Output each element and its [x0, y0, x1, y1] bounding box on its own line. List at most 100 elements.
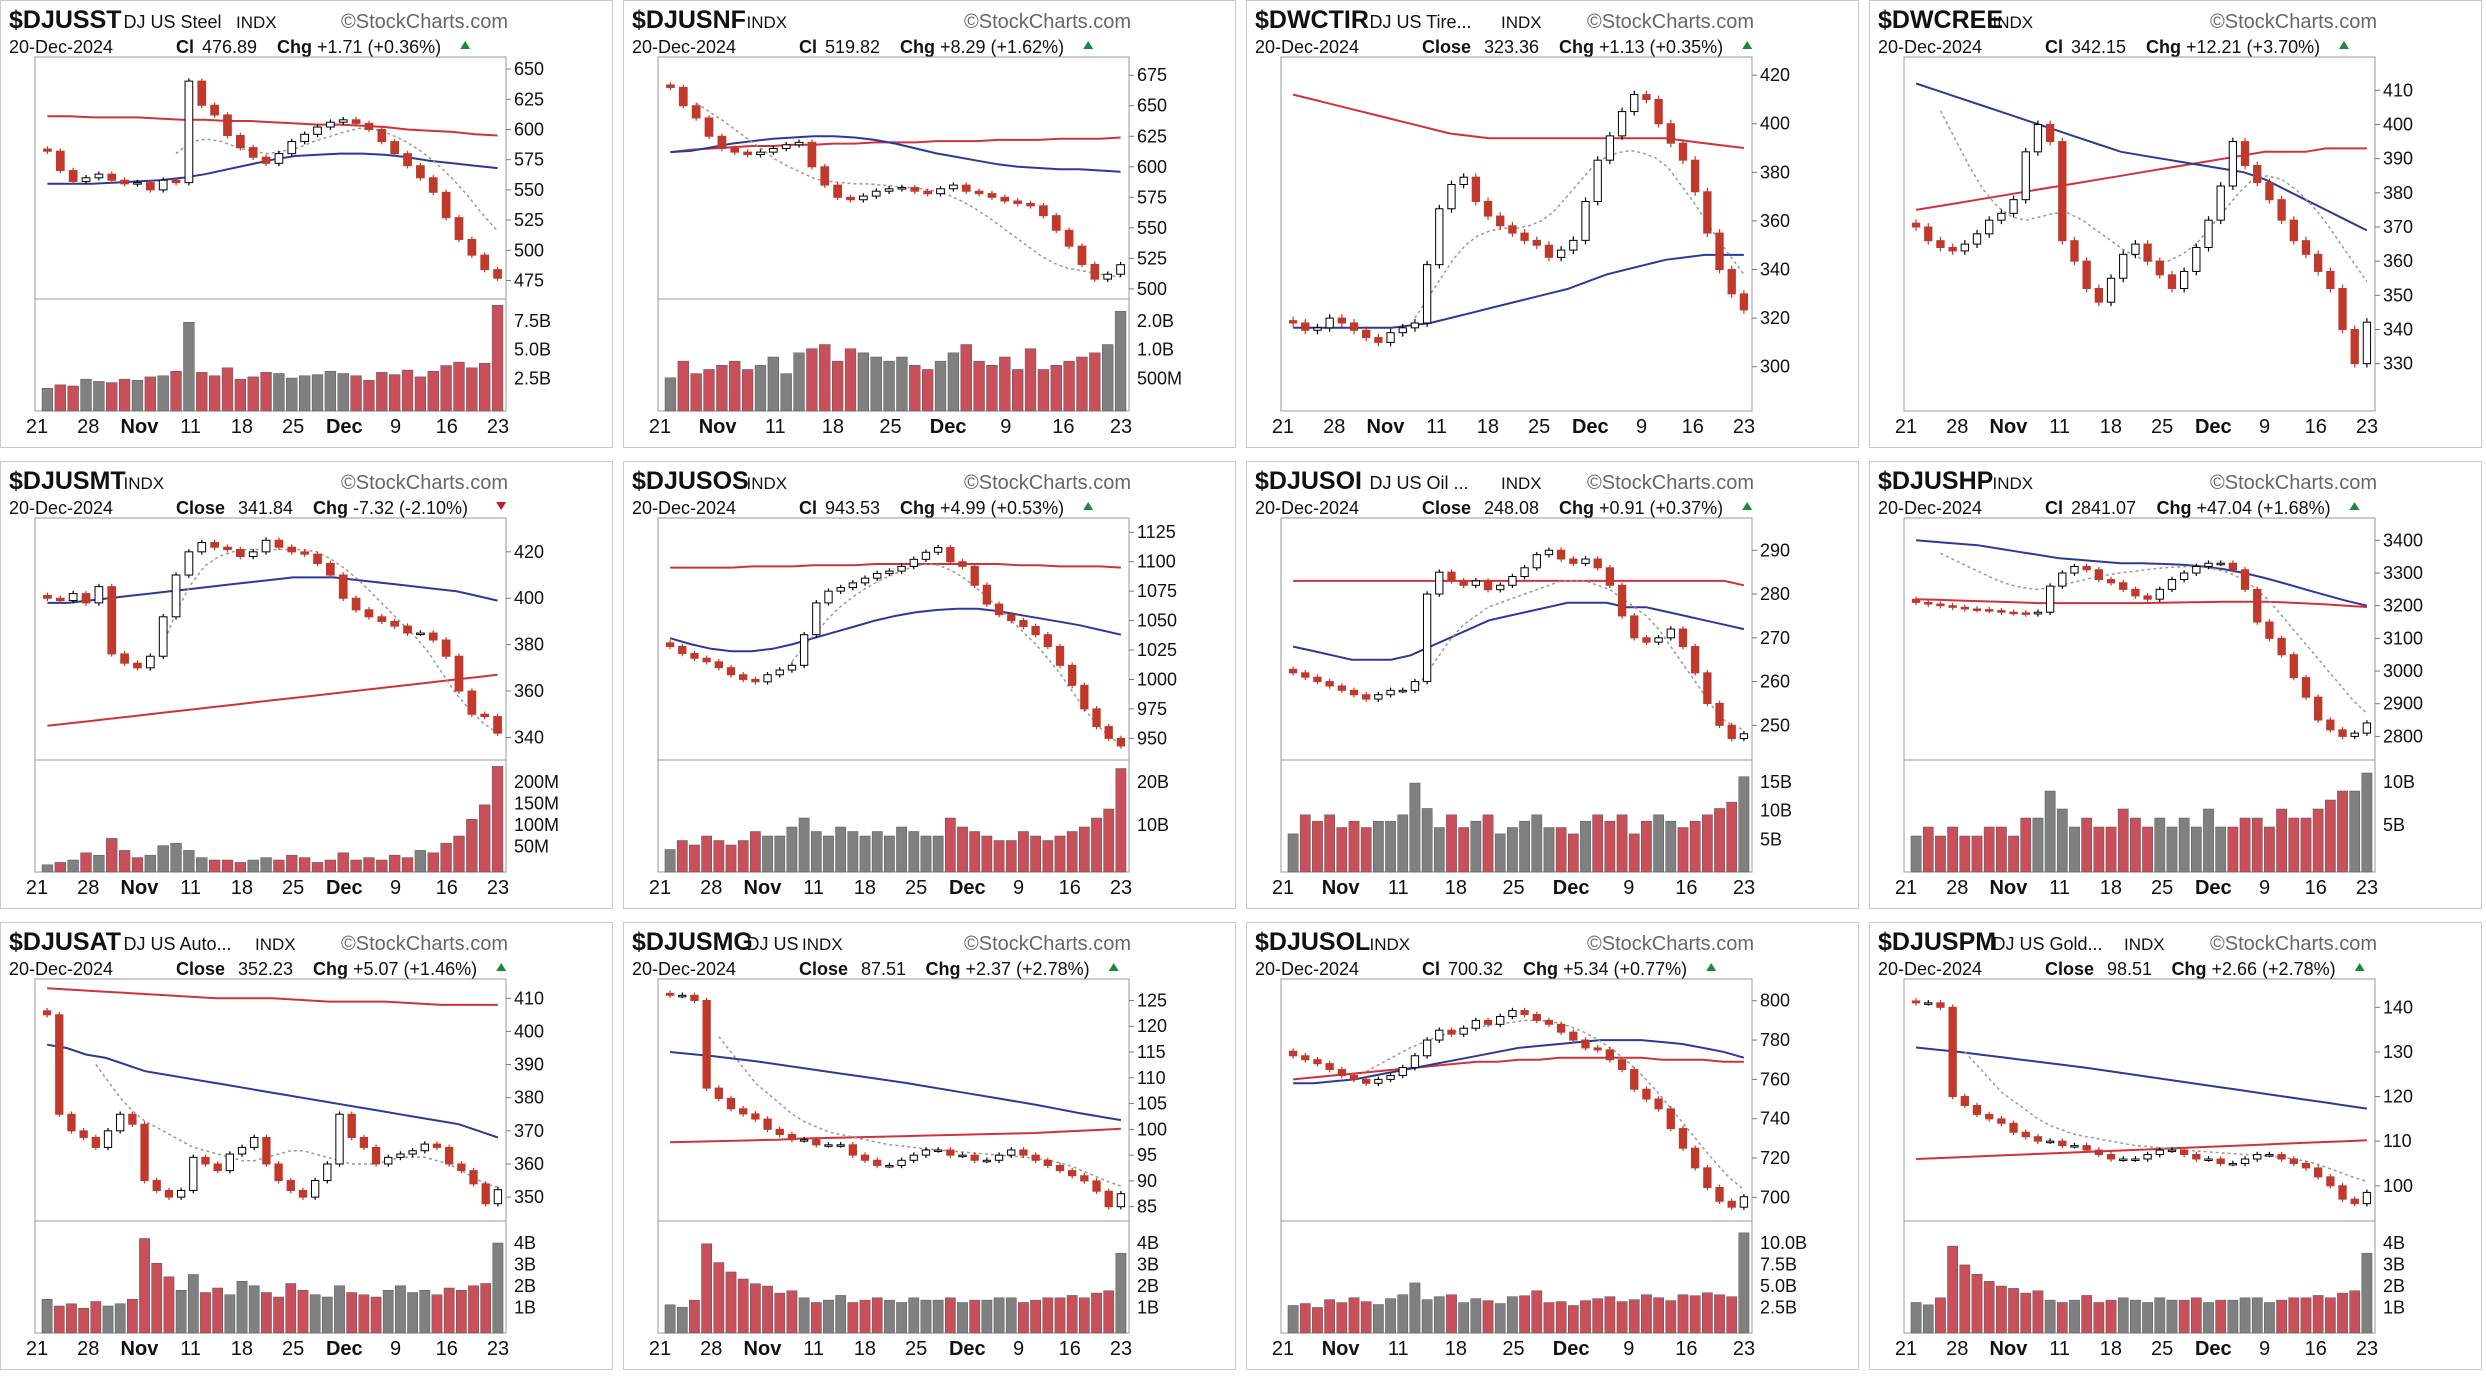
- candle-body: [2228, 562, 2238, 571]
- chart-panel-djusos[interactable]: $DJUSOS INDX ©StockCharts.com 20-Dec-2024 Cl…: [623, 461, 1236, 909]
- chg-label: Chg: [2146, 37, 2181, 57]
- date-label: 20-Dec-2024: [1255, 959, 1359, 979]
- volume-bar: [2081, 817, 2093, 873]
- price-tick-label: 360: [1760, 211, 1790, 231]
- candle-body: [1703, 1167, 1712, 1189]
- candle-body: [1092, 708, 1101, 728]
- candle-body: [1031, 625, 1040, 636]
- candle-body: [885, 1164, 894, 1168]
- candle-body: [197, 80, 207, 106]
- chart-panel-dwctir[interactable]: $DWCTIR DJ US Tire... INDX ©StockCharts.com…: [1246, 0, 1859, 448]
- volume-bar: [41, 1299, 53, 1334]
- volume-bar: [1089, 352, 1101, 412]
- chart-panel-djusol[interactable]: $DJUSOL INDX ©StockCharts.com 20-Dec-2024 Cl…: [1246, 922, 1859, 1370]
- candle-body: [480, 254, 490, 271]
- volume-bar: [78, 1308, 90, 1334]
- volume-bar: [1580, 1300, 1591, 1334]
- ma-fast-line: [1939, 110, 2368, 283]
- candle-body: [2216, 562, 2225, 566]
- x-tick-label: 23: [1733, 877, 1755, 899]
- volume-tick-label: 2B: [2383, 1276, 2405, 1296]
- x-tick-label: 16: [436, 877, 458, 899]
- chart-panel-djusat[interactable]: $DJUSAT DJ US Auto... INDX ©StockCharts.com…: [0, 922, 613, 1370]
- candle-body: [1055, 1164, 1065, 1172]
- price-tick-label: 110: [2383, 1131, 2412, 1151]
- candle-body: [2362, 722, 2372, 734]
- candle-body: [2204, 1158, 2213, 1161]
- chart-svg: $DJUSST DJ US Steel INDX ©StockCharts.com 20…: [9, 6, 551, 438]
- candle-body: [1104, 1190, 1113, 1208]
- price-tick-label: 720: [1760, 1148, 1790, 1168]
- volume-bar: [810, 1302, 822, 1334]
- x-tick-label: Dec: [326, 1338, 363, 1360]
- volume-bar: [960, 344, 972, 412]
- price-tick-label: 120: [2383, 1087, 2413, 1107]
- volume-bar: [944, 817, 956, 873]
- candle-body: [1362, 1078, 1371, 1084]
- date-label: 20-Dec-2024: [9, 959, 113, 979]
- candle-body: [1569, 558, 1578, 564]
- chart-panel-djuspm[interactable]: $DJUSPM DJ US Gold... INDX ©StockCharts.com…: [1869, 922, 2482, 1370]
- volume-bar: [337, 852, 349, 873]
- volume-bar: [419, 1290, 431, 1334]
- volume-bar: [944, 1297, 956, 1334]
- candle-body: [2058, 1140, 2067, 1147]
- volume-bar: [455, 1290, 467, 1334]
- candle-body: [714, 1087, 723, 1099]
- chart-panel-djusmt[interactable]: $DJUSMT INDX ©StockCharts.com 20-Dec-2024 Cl…: [0, 461, 613, 909]
- candle-body: [300, 133, 310, 143]
- price-tick-label: 975: [1137, 699, 1167, 719]
- candle-body: [300, 551, 310, 555]
- volume-bar: [2142, 826, 2153, 873]
- volume-bar: [2044, 790, 2056, 873]
- volume-bar: [1458, 827, 1470, 873]
- candle-body: [250, 1136, 259, 1148]
- candle-body: [493, 1189, 503, 1205]
- symbol-label: $DJUSST: [9, 6, 122, 34]
- volume-bar: [2093, 1302, 2105, 1334]
- chart-panel-djusoi[interactable]: $DJUSOI DJ US Oil ... INDX ©StockCharts.com…: [1246, 461, 1859, 909]
- candle-body: [2301, 240, 2311, 255]
- chart-panel-djushp[interactable]: $DJUSHP INDX ©StockCharts.com 20-Dec-2024 Cl…: [1869, 461, 2482, 909]
- candle-body: [2192, 565, 2201, 574]
- candle-body: [1483, 200, 1493, 217]
- volume-bar: [1018, 831, 1029, 873]
- volume-bar: [1677, 1294, 1689, 1334]
- candle-body: [824, 590, 833, 604]
- volume-bar: [66, 1303, 77, 1334]
- source-label: ©StockCharts.com: [341, 11, 508, 33]
- volume-bar: [1012, 369, 1024, 412]
- candle-body: [1349, 1074, 1359, 1080]
- volume-tick-label: 1B: [1137, 1298, 1159, 1318]
- candle-body: [428, 177, 438, 193]
- candle-body: [2338, 729, 2347, 737]
- x-tick-label: 23: [2356, 416, 2378, 438]
- x-tick-label: 9: [2259, 1338, 2270, 1360]
- candle-body: [2155, 588, 2164, 600]
- candle-body: [1715, 232, 1724, 271]
- candle-body: [987, 193, 997, 198]
- chart-panel-djusnf[interactable]: $DJUSNF INDX ©StockCharts.com 20-Dec-2024 Cl…: [623, 0, 1236, 448]
- chart-panel-djusmg[interactable]: $DJUSMG DJ US INDX ©StockCharts.com 20-Dec-2…: [623, 922, 1236, 1370]
- x-tick-label: 21: [1895, 1338, 1917, 1360]
- volume-bar: [823, 1299, 834, 1334]
- candle-body: [1000, 196, 1010, 202]
- chart-panel-djusst[interactable]: $DJUSST DJ US Steel INDX ©StockCharts.com 20…: [0, 0, 613, 448]
- chart-panel-dwcree[interactable]: $DWCREE INDX ©StockCharts.com 20-Dec-2024 Cl…: [1869, 0, 2482, 448]
- volume-bar: [703, 369, 715, 412]
- candle-body: [2240, 141, 2250, 166]
- candle-body: [743, 151, 752, 156]
- candle-body: [1997, 212, 2006, 221]
- volume-bar: [170, 842, 182, 873]
- chart-svg: $DJUSAT DJ US Auto... INDX ©StockCharts.com…: [9, 928, 544, 1360]
- volume-bar: [1604, 1296, 1616, 1334]
- volume-tick-label: 3B: [1137, 1255, 1159, 1275]
- volume-bar: [1458, 1302, 1470, 1334]
- x-tick-label: 25: [2151, 416, 2173, 438]
- candle-body: [860, 1154, 870, 1161]
- candle-body: [326, 562, 335, 576]
- price-label: Close: [1422, 37, 1471, 57]
- x-tick-label: 11: [180, 877, 201, 899]
- candle-body: [441, 639, 451, 657]
- candle-body: [1483, 580, 1493, 591]
